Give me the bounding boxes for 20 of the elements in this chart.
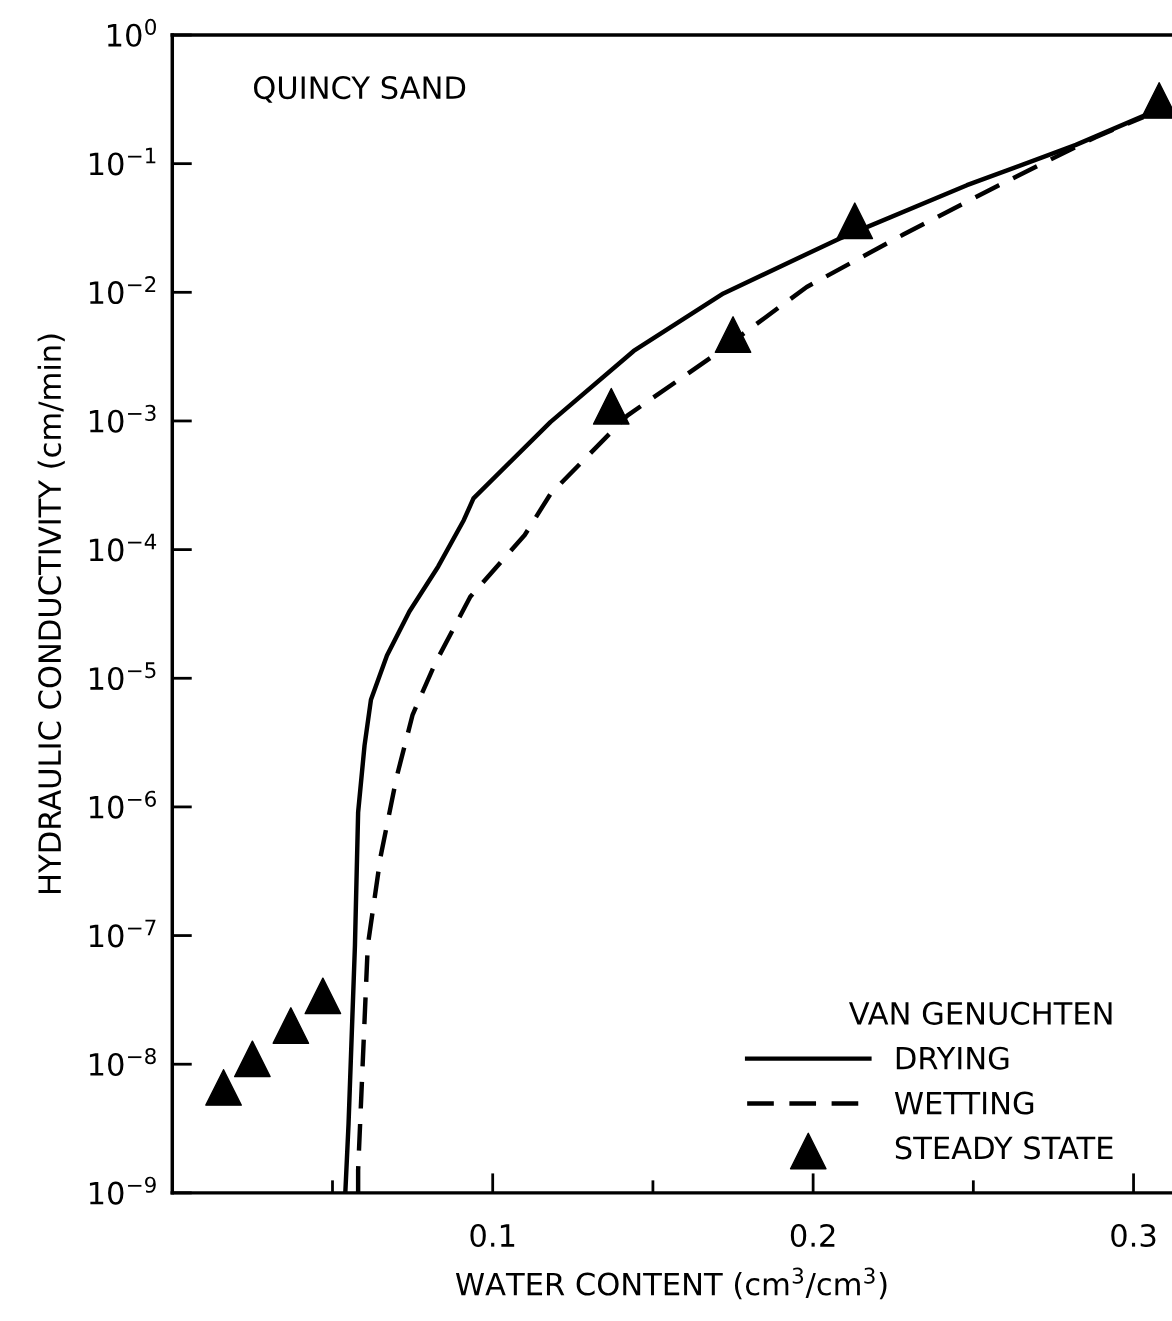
x-tick-label: 0.1 — [470, 1223, 515, 1248]
y-tick-label: 10$^{−3}$ — [89, 404, 156, 433]
legend-title: VAN GENUCHTEN — [848, 1001, 1112, 1025]
y-tick-label: 10$^{−2}$ — [89, 276, 156, 305]
y-tick-label: 10$^{−6}$ — [89, 790, 156, 819]
x-tick-label: 0.2 — [790, 1223, 835, 1248]
y-tick-label: 10$^{−5}$ — [89, 662, 156, 691]
legend-label: WETTING — [894, 1091, 1034, 1115]
y-axis-title: HYDRAULIC CONDUCTIVITY (cm/min) — [37, 334, 65, 893]
y-tick-label: 10$^{−4}$ — [89, 533, 157, 562]
annotation: QUINCY SAND — [253, 76, 466, 103]
y-tick-label: 10$^{0}$ — [107, 18, 156, 47]
y-tick-label: 10$^{−8}$ — [89, 1048, 156, 1077]
y-tick-label: 10$^{−1}$ — [89, 147, 156, 176]
y-tick-label: 10$^{−9}$ — [89, 1176, 156, 1205]
x-axis-title: WATER CONTENT (cm$^{3}$/cm$^{3}$) — [455, 1267, 887, 1300]
y-tick-label: 10$^{−7}$ — [89, 919, 156, 948]
legend-label: STEADY STATE — [895, 1136, 1113, 1160]
x-tick-label: 0.3 — [1111, 1223, 1156, 1248]
legend-label: DRYING — [896, 1046, 1009, 1070]
